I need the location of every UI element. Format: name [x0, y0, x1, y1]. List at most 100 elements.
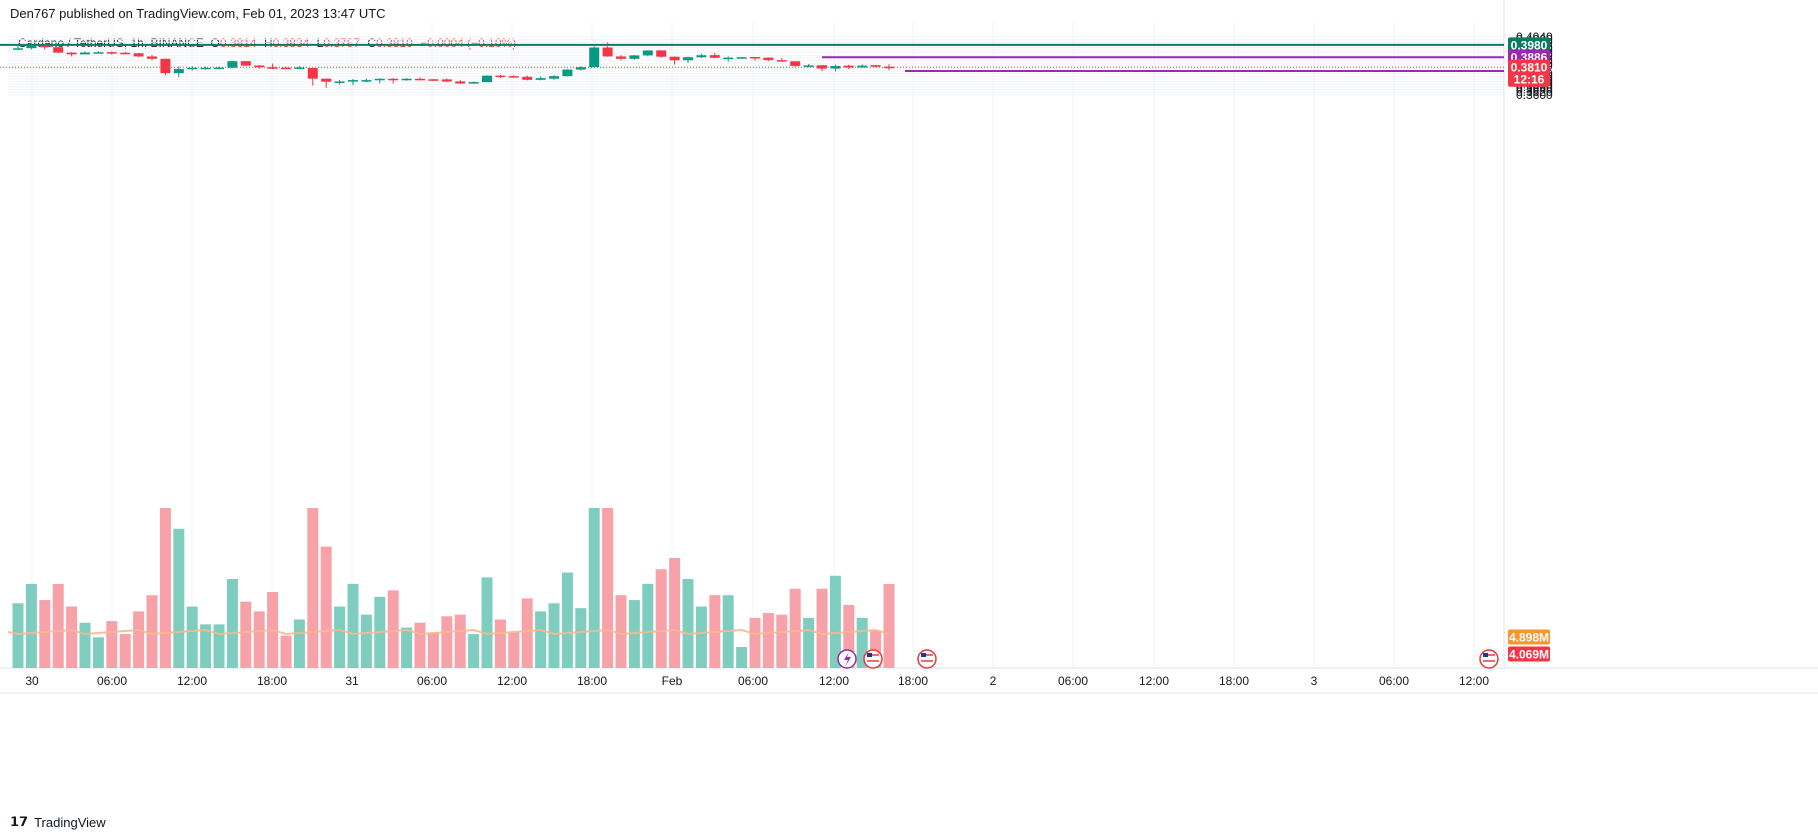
- candle: [200, 66, 211, 70]
- volume-bar: [628, 600, 640, 668]
- volume-bar: [307, 508, 319, 668]
- svg-text:4.069M: 4.069M: [1509, 648, 1549, 662]
- lightning-event-icon[interactable]: [837, 649, 857, 669]
- tv-logo-icon: 𝟭𝟳: [10, 814, 29, 829]
- candle: [508, 75, 519, 78]
- time-tick-label: 06:00: [1058, 674, 1088, 688]
- candle: [173, 66, 184, 78]
- candle: [468, 81, 479, 84]
- candle: [790, 61, 801, 67]
- candle: [147, 55, 157, 61]
- candle: [817, 65, 827, 72]
- time-tick-label: Feb: [662, 674, 683, 688]
- volume-bar: [829, 575, 841, 668]
- candle: [334, 79, 345, 85]
- svg-text:0.3980: 0.3980: [1511, 38, 1548, 52]
- volume-bar: [146, 595, 158, 668]
- volume-bar: [803, 617, 815, 668]
- candle: [240, 61, 251, 66]
- candle: [763, 57, 774, 62]
- candle: [736, 56, 747, 59]
- candle: [776, 58, 787, 62]
- us-flag-event-icon[interactable]: [863, 649, 883, 669]
- candle: [401, 77, 412, 81]
- volume-bar: [669, 557, 681, 668]
- candle: [307, 68, 318, 86]
- time-tick-label: 18:00: [577, 674, 607, 688]
- tradingview-logo[interactable]: 𝟭𝟳 TradingView: [10, 814, 106, 830]
- candle: [106, 51, 117, 55]
- time-tick-label: 12:00: [497, 674, 527, 688]
- time-tick-label: 12:00: [177, 674, 207, 688]
- time-tick-label: 18:00: [1219, 674, 1249, 688]
- time-tick-label: 18:00: [898, 674, 928, 688]
- svg-text:4.898M: 4.898M: [1509, 631, 1549, 645]
- candle: [227, 61, 238, 68]
- candle: [535, 76, 546, 81]
- volume-bar: [92, 637, 104, 668]
- svg-text:0.3810: 0.3810: [1511, 61, 1548, 75]
- volume-bar: [776, 614, 788, 668]
- volume-bar: [749, 617, 761, 668]
- volume-bar: [481, 577, 493, 668]
- candle: [857, 64, 868, 68]
- volume-ma-tag: 4.898M: [1508, 629, 1550, 645]
- candle: [348, 79, 358, 86]
- volume-bar: [186, 606, 198, 668]
- candle: [133, 53, 144, 57]
- volume-bar: [226, 579, 238, 668]
- volume-bars: [7, 508, 895, 668]
- candle: [522, 75, 533, 81]
- brand-name: TradingView: [34, 814, 106, 830]
- candle: [669, 56, 680, 65]
- candle: [562, 69, 573, 77]
- candle: [830, 64, 841, 72]
- candle: [549, 75, 559, 80]
- volume-bar: [25, 583, 37, 668]
- volume-bar: [642, 583, 654, 668]
- candlesticks: [13, 42, 894, 88]
- volume-bar: [548, 603, 560, 668]
- time-axis[interactable]: 30 06:00 12:00 18:00 31 06:00 12:00 18:00 Feb 06:…: [25, 674, 1489, 688]
- time-tick-label: 12:00: [1459, 674, 1489, 688]
- volume-bar: [575, 608, 587, 668]
- volume-bar: [535, 611, 547, 668]
- us-flag-event-icon[interactable]: [1479, 649, 1499, 669]
- volume-bar: [293, 619, 305, 668]
- volume-bar: [494, 619, 506, 668]
- level-tag-0.3980: 0.3980: [1508, 37, 1550, 53]
- candle: [629, 55, 640, 60]
- volume-bar: [762, 613, 774, 668]
- volume-bar: [736, 647, 748, 668]
- volume-bar: [454, 614, 466, 668]
- volume-bar: [588, 508, 600, 668]
- candle: [39, 44, 50, 50]
- event-icons[interactable]: [837, 649, 1499, 669]
- volume-bar: [695, 606, 707, 668]
- candle: [374, 78, 385, 84]
- time-tick-label: 06:00: [417, 674, 447, 688]
- volume-bar: [508, 632, 520, 668]
- volume-bar: [106, 621, 118, 668]
- volume-bar: [360, 614, 372, 668]
- candle: [294, 66, 305, 70]
- volume-bar: [789, 588, 801, 668]
- time-tick-label: 12:00: [1139, 674, 1169, 688]
- svg-text:12:16: 12:16: [1514, 73, 1545, 87]
- volume-bar: [12, 603, 24, 668]
- volume-bar: [133, 611, 145, 668]
- volume-bar: [427, 632, 439, 668]
- publisher-credit: Den767 published on TradingView.com, Feb…: [10, 6, 386, 21]
- low-label: L: [316, 36, 324, 50]
- candle: [13, 44, 23, 50]
- candle: [696, 53, 707, 59]
- volume-bar: [213, 624, 225, 668]
- horizontal-levels[interactable]: [0, 43, 1504, 73]
- candle: [187, 66, 198, 71]
- candle: [495, 74, 506, 79]
- candle: [281, 66, 291, 70]
- time-tick-label: 06:00: [97, 674, 127, 688]
- us-flag-event-icon[interactable]: [917, 649, 937, 669]
